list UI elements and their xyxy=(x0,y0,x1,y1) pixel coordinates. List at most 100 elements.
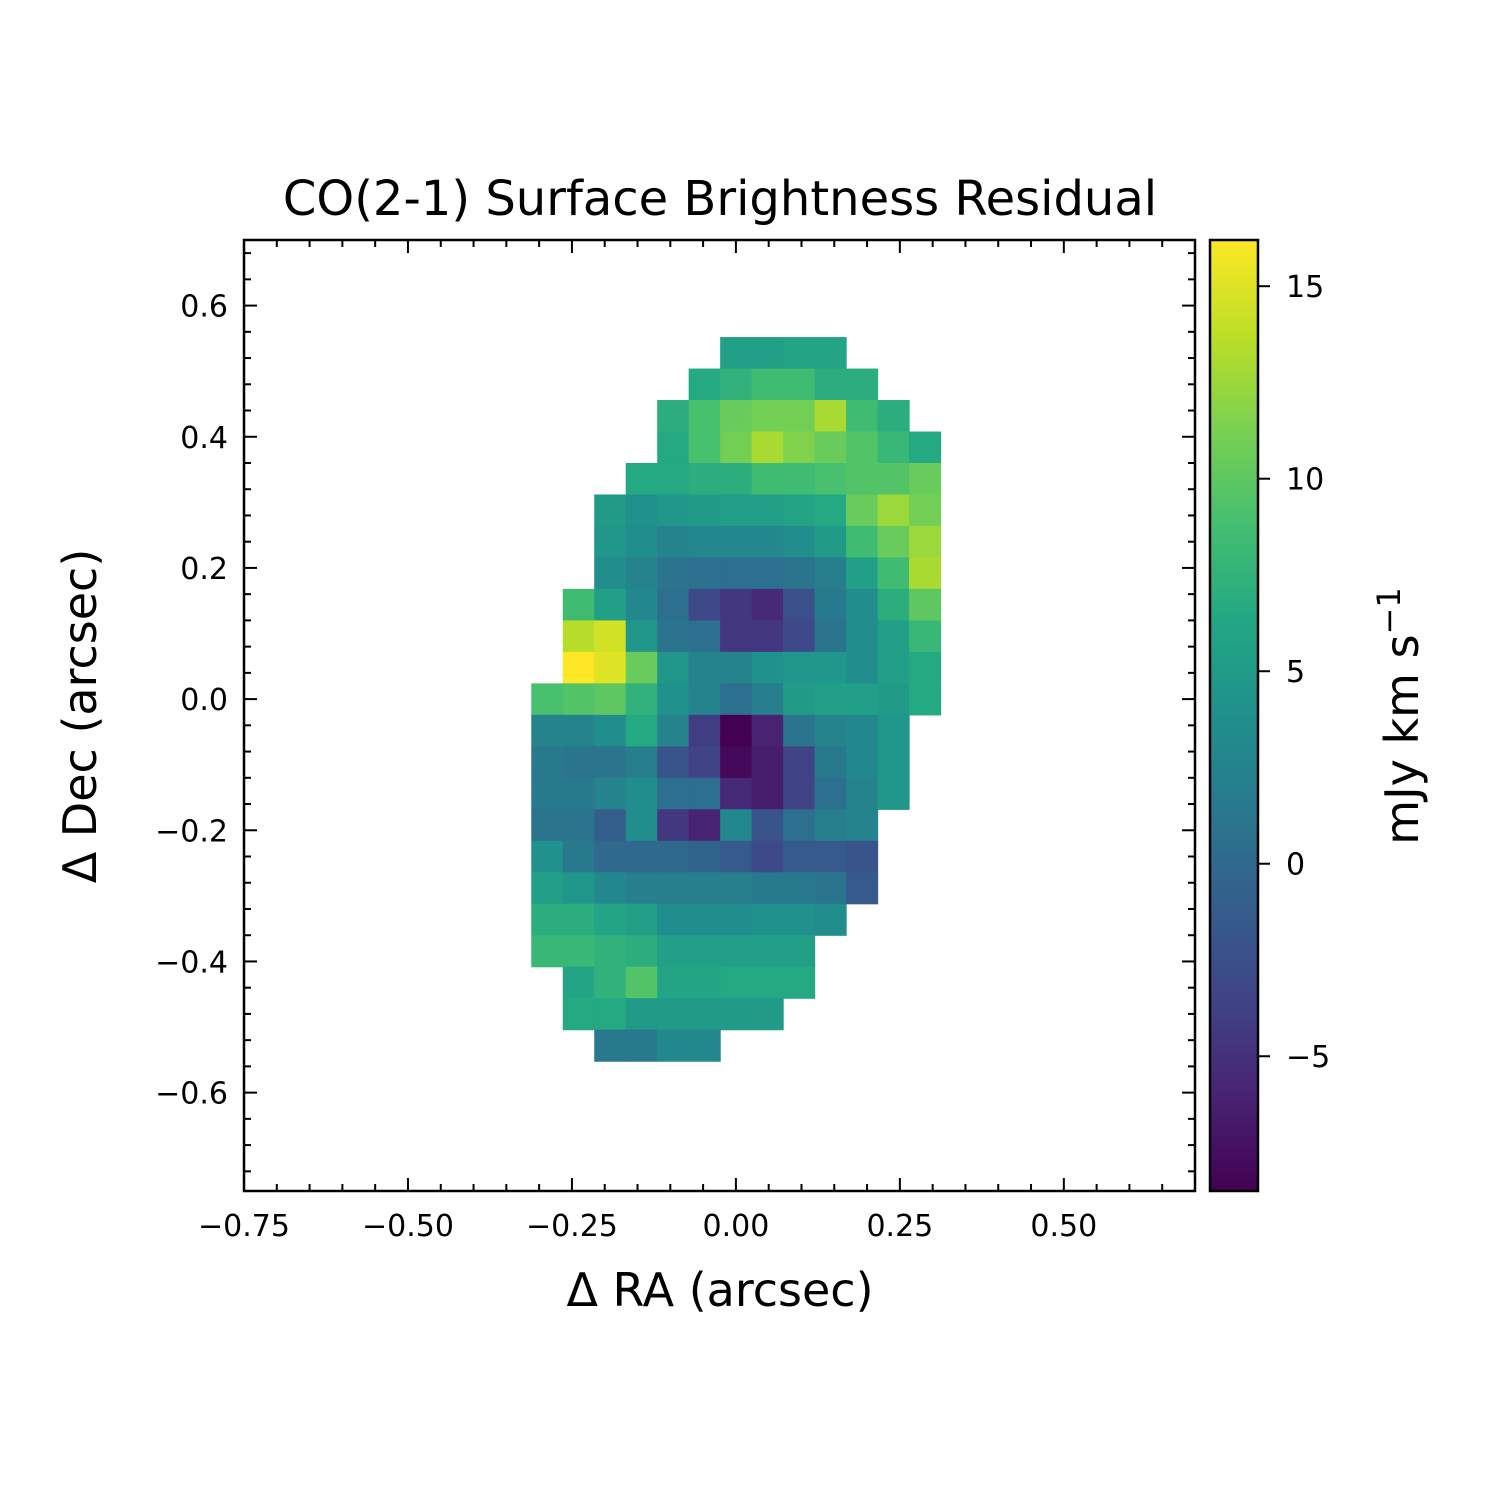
colorbar-tick-label: 10 xyxy=(1286,463,1324,498)
heatmap-cell xyxy=(720,683,753,716)
heatmap-cell xyxy=(562,872,595,905)
heatmap-cell xyxy=(720,809,753,842)
colorbar-label-exponent: −1 xyxy=(1370,587,1408,634)
heatmap-cell xyxy=(594,714,627,747)
heatmap-cell xyxy=(720,337,753,370)
heatmap-cell xyxy=(625,998,658,1031)
chart-title: CO(2-1) Surface Brightness Residual xyxy=(283,171,1157,227)
heatmap-cell xyxy=(531,714,564,747)
heatmap-cell xyxy=(688,462,721,496)
heatmap-cell xyxy=(657,651,690,684)
heatmap-cell xyxy=(751,494,784,527)
heatmap-cell xyxy=(814,872,847,905)
heatmap-cell xyxy=(751,966,784,999)
heatmap-cell xyxy=(688,368,721,401)
heatmap-cell xyxy=(814,777,847,810)
y-tick-label: 0.6 xyxy=(180,290,228,325)
heatmap-cell xyxy=(720,557,753,590)
heatmap-cell xyxy=(594,557,627,590)
heatmap-cell xyxy=(783,525,816,559)
heatmap-cell xyxy=(625,746,658,779)
heatmap-cell xyxy=(783,431,816,464)
colorbar-label-text: mJy km s xyxy=(1375,634,1429,844)
heatmap-cell xyxy=(814,683,847,716)
heatmap-cell xyxy=(625,588,658,621)
heatmap-cell xyxy=(846,777,879,810)
heatmap-cell xyxy=(814,588,847,621)
heatmap-cell xyxy=(688,400,721,433)
heatmap-cell xyxy=(688,557,721,590)
heatmap-cell xyxy=(720,903,753,936)
heatmap-cell xyxy=(720,714,753,747)
heatmap-cell xyxy=(783,494,816,527)
heatmap-cell xyxy=(531,935,564,968)
heatmap-cell xyxy=(688,714,721,747)
heatmap-cell xyxy=(814,400,847,433)
heatmap-cell xyxy=(814,525,847,559)
heatmap-cell xyxy=(688,1029,721,1062)
heatmap-cell xyxy=(814,651,847,684)
colorbar-tick-label: 15 xyxy=(1286,270,1324,305)
heatmap-cell xyxy=(751,525,784,559)
heatmap-cell xyxy=(814,494,847,527)
heatmap-cell xyxy=(846,368,879,401)
heatmap-cell xyxy=(720,935,753,968)
heatmap-cell xyxy=(688,525,721,559)
heatmap-cell xyxy=(625,462,658,496)
heatmap-cell xyxy=(531,903,564,936)
heatmap-cell xyxy=(751,809,784,842)
heatmap-cell xyxy=(720,651,753,684)
heatmap-cell xyxy=(625,494,658,527)
colorbar-tick-label: 5 xyxy=(1286,655,1305,690)
heatmap-cell xyxy=(657,620,690,653)
heatmap-cell xyxy=(846,400,879,433)
heatmap-cell xyxy=(720,494,753,527)
heatmap-cell xyxy=(688,746,721,779)
heatmap-cell xyxy=(657,935,690,968)
heatmap-cell xyxy=(657,998,690,1031)
plot-frame xyxy=(242,238,1197,1193)
heatmap-cell xyxy=(657,746,690,779)
y-tick-labels: −0.6 −0.4 −0.2 0.0 0.2 0.4 0.6 xyxy=(155,290,228,1112)
heatmap-cell xyxy=(877,651,910,684)
heatmap-cell xyxy=(846,620,879,653)
heatmap-cell xyxy=(688,966,721,999)
heatmap-cell xyxy=(877,683,910,716)
heatmap-cell xyxy=(562,714,595,747)
colorbar-tick-label: 0 xyxy=(1286,848,1305,883)
heatmap-cell xyxy=(751,620,784,653)
heatmap-cell xyxy=(846,714,879,747)
heatmap-cell xyxy=(720,620,753,653)
heatmap-cell xyxy=(594,683,627,716)
heatmap-cell xyxy=(562,588,595,621)
heatmap-cell xyxy=(846,494,879,527)
heatmap-cell xyxy=(751,872,784,905)
heatmap-cell xyxy=(688,494,721,527)
heatmap-cell xyxy=(688,903,721,936)
heatmap-cell xyxy=(909,462,942,496)
heatmap-cell xyxy=(657,903,690,936)
heatmap-cell xyxy=(594,840,627,873)
heatmap-cell xyxy=(625,1029,658,1062)
heatmap-cell xyxy=(846,651,879,684)
x-tick-label: −0.25 xyxy=(526,1209,618,1244)
heatmap-cell xyxy=(562,809,595,842)
heatmap-cell xyxy=(531,840,564,873)
colorbar-label: mJy km s−1 xyxy=(1370,587,1429,844)
heatmap-cell xyxy=(751,588,784,621)
heatmap-cell xyxy=(783,809,816,842)
heatmap-cell xyxy=(594,966,627,999)
heatmap-cell xyxy=(594,998,627,1031)
heatmap-cell xyxy=(751,777,784,810)
heatmap-cell xyxy=(562,935,595,968)
heatmap-cell xyxy=(846,872,879,905)
heatmap-cell xyxy=(814,337,847,370)
heatmap-cell xyxy=(783,400,816,433)
x-tick-labels: −0.75 −0.50 −0.25 0.00 0.25 0.50 xyxy=(198,1209,1097,1244)
heatmap-cell xyxy=(625,935,658,968)
heatmap-cell xyxy=(846,431,879,464)
heatmap-cell xyxy=(720,368,753,401)
y-tick-label: 0.0 xyxy=(180,683,228,718)
heatmap-cell xyxy=(814,462,847,496)
